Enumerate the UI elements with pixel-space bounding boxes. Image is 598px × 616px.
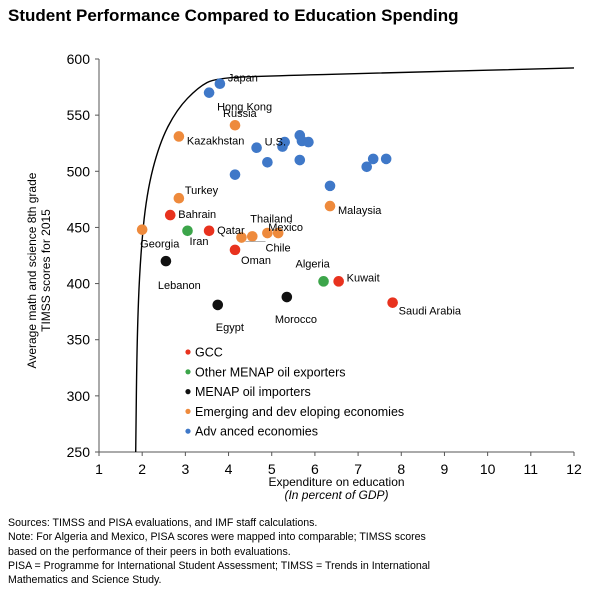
y-tick-label: 300: [67, 388, 91, 404]
data-point: [229, 244, 241, 256]
data-point: [229, 119, 241, 131]
data-point-label: Turkey: [185, 185, 219, 197]
data-point-label: Malaysia: [338, 205, 382, 217]
efficiency-frontier-curve: [135, 67, 575, 453]
x-axis-label: Expenditure on education: [268, 475, 404, 489]
data-point: [229, 169, 241, 180]
scatter-chart: 1 2 3 4 5 6 7 8 9 10 11 12250300350400450500550600E…: [25, 51, 582, 502]
data-point-label: Qatar: [217, 225, 245, 237]
data-point: [380, 153, 392, 165]
methodology-note-line-2: based on the performance of their peers …: [8, 545, 291, 558]
data-point-label: Oman: [241, 255, 271, 267]
data-point: [164, 209, 176, 221]
data-point-label: Egypt: [216, 322, 244, 334]
data-point: [279, 136, 290, 148]
data-point: [203, 87, 215, 98]
y-axis-label-line-1: Average math and science 8th grade: [25, 172, 39, 368]
x-tick-label: 5: [268, 461, 276, 477]
data-point-label: Bahrain: [178, 209, 216, 221]
data-point-label: Lebanon: [158, 280, 201, 292]
x-tick-label: 9: [441, 461, 449, 477]
x-tick-label: 8: [397, 461, 405, 477]
x-tick-label: 1: [95, 461, 103, 477]
data-point: [173, 192, 185, 204]
data-point: [318, 276, 329, 287]
y-tick-label: 350: [67, 332, 91, 348]
y-tick-label: 250: [67, 444, 91, 460]
data-point: [251, 142, 262, 154]
data-point-label: Japan: [228, 73, 258, 85]
methodology-note-line-1: Note: For Algeria and Mexico, PISA score…: [8, 531, 426, 544]
legend-marker: [185, 389, 191, 395]
data-point-label: Mexico: [268, 222, 303, 234]
data-point-label: Algeria: [296, 258, 331, 270]
legend-marker: [185, 369, 191, 375]
x-tick-label: 10: [480, 461, 496, 477]
data-point-label: Thailand: [250, 213, 292, 225]
data-point: [324, 180, 336, 192]
data-point: [182, 225, 193, 237]
x-axis-sublabel: (In percent of GDP): [284, 488, 388, 502]
data-point-label: Chile: [266, 243, 291, 255]
y-tick-label: 450: [67, 219, 91, 235]
data-point: [367, 153, 379, 165]
data-point-label: U.S.: [265, 137, 286, 149]
legend-label: MENAP oil importers: [195, 385, 311, 399]
data-point: [262, 227, 273, 239]
data-point: [262, 157, 273, 168]
data-point: [160, 255, 172, 267]
y-tick-label: 550: [67, 107, 91, 123]
data-point: [236, 232, 247, 243]
x-tick-label: 11: [524, 461, 539, 477]
data-point: [246, 231, 258, 242]
data-point: [324, 200, 336, 212]
data-point: [333, 276, 344, 287]
legend-label: Emerging and dev eloping economies: [195, 405, 404, 419]
data-point: [173, 131, 185, 142]
chart-notes: Sources: TIMSS and PISA evaluations, and…: [8, 516, 593, 587]
legend-label: Other MENAP oil exporters: [195, 365, 346, 379]
x-tick-label: 2: [138, 461, 146, 477]
data-point: [281, 291, 293, 303]
y-tick-label: 600: [67, 51, 91, 67]
chart-title: Student Performance Compared to Educatio…: [8, 6, 459, 25]
x-tick-label: 7: [354, 461, 362, 477]
y-axis-label-line-2: TIMSS scores for 2015: [39, 209, 53, 332]
legend-marker: [185, 349, 191, 355]
data-point: [294, 154, 306, 166]
legend-marker: [185, 408, 191, 414]
legend-label: Adv anced economies: [195, 425, 318, 439]
x-tick-label: 6: [311, 461, 319, 477]
data-point-label: Iran: [190, 236, 209, 248]
data-point-label: Saudi Arabia: [399, 306, 462, 318]
data-point: [203, 225, 215, 237]
data-point-label: Russia: [223, 108, 258, 120]
data-point: [387, 297, 398, 308]
legend-label: GCC: [195, 346, 223, 360]
data-point: [361, 161, 373, 173]
y-tick-label: 400: [67, 276, 91, 292]
acronym-note-line-2: Mathematics and Science Study.: [8, 574, 162, 587]
data-point-label: Kuwait: [347, 272, 380, 284]
data-point-label: Morocco: [275, 314, 317, 326]
data-point: [212, 299, 224, 311]
data-point-label: Georgia: [140, 239, 180, 251]
data-point: [136, 224, 148, 235]
acronym-note-line-1: PISA = Programme for International Stude…: [8, 559, 431, 572]
y-tick-label: 500: [67, 163, 91, 179]
data-point: [214, 78, 226, 90]
data-point-label: Hong Kong: [217, 102, 272, 114]
x-tick-label: 12: [566, 461, 582, 477]
x-tick-label: 4: [225, 461, 233, 477]
data-point-label: Kazakhstan: [187, 135, 244, 147]
x-tick-label: 3: [181, 461, 189, 477]
data-point: [303, 136, 314, 148]
legend-marker: [185, 428, 191, 434]
sources-note: Sources: TIMSS and PISA evaluations, and…: [8, 517, 318, 529]
data-point: [272, 227, 284, 239]
